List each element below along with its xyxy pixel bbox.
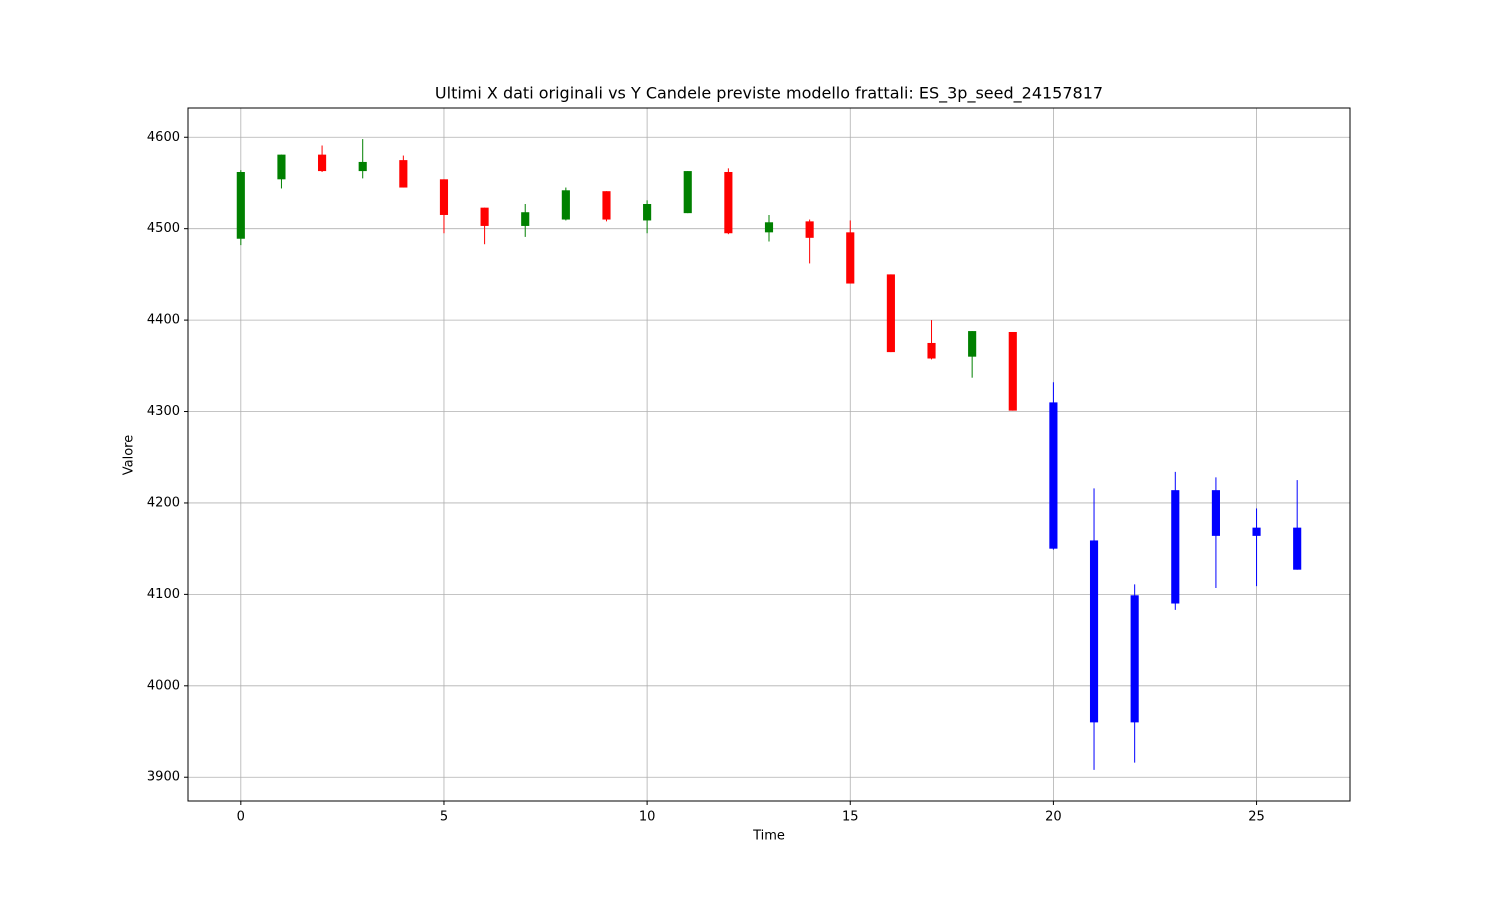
- candle-body: [358, 161, 367, 172]
- candle-body: [1049, 402, 1058, 549]
- candle-body: [277, 154, 286, 180]
- candle-body: [968, 331, 977, 357]
- candle-body: [1171, 490, 1180, 604]
- candle-body: [1211, 490, 1220, 536]
- candle-body: [602, 191, 611, 220]
- y-tick-label: 4200: [147, 495, 180, 510]
- candle-body: [521, 212, 530, 226]
- candle-body: [764, 222, 774, 233]
- candle-body: [805, 221, 814, 238]
- x-tick-label: 0: [237, 810, 245, 825]
- x-tick-label: 5: [440, 810, 448, 825]
- candle-body: [1089, 540, 1099, 723]
- candle-body: [643, 203, 652, 221]
- y-tick-label: 4500: [147, 221, 180, 236]
- x-tick-label: 10: [639, 810, 656, 825]
- candle-body: [927, 342, 936, 359]
- chart-title: Ultimi X dati originali vs Y Candele pre…: [435, 84, 1103, 104]
- candle-body: [683, 171, 692, 214]
- x-axis-label: Time: [752, 829, 785, 844]
- y-tick-label: 4400: [147, 313, 180, 328]
- candle-body: [480, 207, 489, 226]
- candle-body: [886, 274, 895, 353]
- candle-body: [561, 190, 570, 220]
- candle-body: [318, 154, 327, 172]
- candle-body: [846, 232, 855, 284]
- y-tick-label: 4600: [147, 130, 180, 145]
- y-tick-label: 4000: [147, 678, 180, 693]
- candle-body: [1252, 527, 1261, 536]
- plot-frame: [187, 107, 1351, 802]
- candle-body: [236, 171, 245, 239]
- x-tick-label: 15: [842, 810, 859, 825]
- y-tick-label: 4300: [147, 404, 180, 419]
- candle-body: [439, 179, 449, 215]
- y-tick-label: 3900: [147, 770, 180, 785]
- candle-body: [1293, 527, 1302, 570]
- candle-body: [724, 171, 733, 234]
- candle-body: [1130, 595, 1139, 723]
- x-tick-label: 20: [1045, 810, 1062, 825]
- candle-body: [1008, 331, 1017, 411]
- y-tick-label: 4100: [147, 587, 180, 602]
- x-tick-label: 25: [1248, 810, 1265, 825]
- y-axis-label: Valore: [122, 435, 137, 475]
- candle-body: [399, 160, 408, 188]
